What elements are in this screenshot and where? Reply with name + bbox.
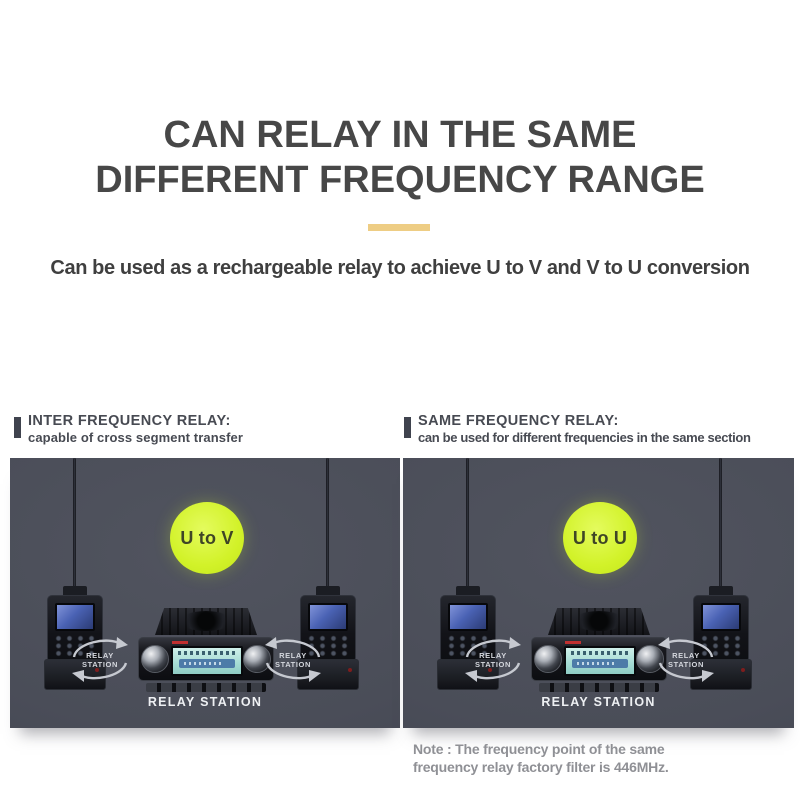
radio-vent (548, 608, 650, 635)
frequency-badge: U to V (170, 502, 244, 574)
note-line-1: Note : The frequency point of the same (413, 741, 665, 757)
relay-side-label-right: RELAY STATION (260, 634, 326, 686)
cycle-arrow-icon (658, 637, 714, 682)
radio-faceplate (531, 637, 667, 681)
radio-top-cap (63, 586, 87, 597)
radio-screen (701, 603, 741, 631)
mobile-relay-radio (138, 608, 274, 700)
side-label-line: STATION (667, 660, 704, 669)
mobile-relay-radio (531, 608, 667, 700)
radio-lcd (564, 646, 636, 676)
section-header-same-frequency: SAME FREQUENCY RELAY: can be used for di… (404, 414, 796, 445)
title-line-2: DIFFERENT FREQUENCY RANGE (95, 159, 705, 202)
relay-side-label-left: RELAY STATION (460, 634, 526, 686)
brand-mark (172, 641, 188, 644)
antenna (73, 458, 76, 596)
radio-battery (690, 659, 752, 690)
frequency-badge: U to U (563, 502, 637, 574)
subtitle-text: Can be used as a rechargeable relay to a… (50, 257, 750, 279)
radio-button-row (146, 683, 266, 692)
antenna (326, 458, 329, 596)
handheld-radio-left (437, 458, 499, 694)
lcd-text-row (178, 651, 236, 655)
section-heading: INTER FREQUENCY RELAY: (28, 413, 231, 429)
section-subheading: capable of cross segment transfer (28, 430, 243, 445)
page-title: CAN RELAY IN THE SAME DIFFERENT FREQUENC… (0, 113, 800, 203)
side-label-line: RELAY (672, 651, 700, 660)
side-label-line: STATION (474, 660, 511, 669)
radio-top-cap (709, 586, 733, 597)
radio-body (440, 595, 496, 661)
cycle-arrow-icon (72, 637, 128, 682)
relay-side-label-left: RELAY STATION (67, 634, 133, 686)
radio-keypad (446, 635, 490, 657)
volume-knob (534, 645, 562, 673)
side-label-line: STATION (81, 660, 118, 669)
cycle-arrow-icon (465, 637, 521, 682)
relay-station-caption: RELAY STATION (147, 695, 263, 709)
radio-screen (448, 603, 488, 631)
feature-panel-inter-frequency: U to V (10, 458, 400, 728)
radio-screen (55, 603, 95, 631)
channel-knob (636, 645, 664, 673)
section-subheading: can be used for different frequencies in… (418, 430, 751, 445)
radio-body (47, 595, 103, 661)
radio-battery (297, 659, 359, 690)
title-line-1: CAN RELAY IN THE SAME (163, 114, 637, 157)
antenna (466, 458, 469, 596)
cycle-arrow-icon (265, 637, 321, 682)
relay-side-label-right: RELAY STATION (653, 634, 719, 686)
radio-lcd (171, 646, 243, 676)
section-bullet-icon (14, 417, 21, 438)
feature-panel-same-frequency: U to U (403, 458, 794, 728)
lcd-text-row (571, 651, 629, 655)
radio-screen (308, 603, 348, 631)
note-text: Note : The frequency point of the same f… (413, 740, 783, 776)
radio-vent (155, 608, 257, 635)
note-line-2: frequency relay factory filter is 446MHz… (413, 759, 669, 775)
side-label-line: RELAY (86, 651, 114, 660)
lcd-frequency-bar (179, 659, 235, 668)
section-bullet-icon (404, 417, 411, 438)
radio-top-cap (456, 586, 480, 597)
radio-button-row (539, 683, 659, 692)
handheld-radio-right (690, 458, 752, 694)
side-label-line: STATION (274, 660, 311, 669)
relay-station-caption: RELAY STATION (541, 695, 656, 709)
volume-knob (141, 645, 169, 673)
side-label-line: RELAY (479, 651, 507, 660)
side-label-line: RELAY (279, 651, 307, 660)
section-header-inter-frequency: INTER FREQUENCY RELAY: capable of cross … (14, 414, 396, 445)
brand-mark (565, 641, 581, 644)
radio-keypad (53, 635, 97, 657)
title-accent-bar (368, 224, 430, 231)
radio-top-cap (316, 586, 340, 597)
antenna (719, 458, 722, 596)
channel-knob (243, 645, 271, 673)
section-heading: SAME FREQUENCY RELAY: (418, 413, 619, 429)
radio-faceplate (138, 637, 274, 681)
lcd-frequency-bar (572, 659, 628, 668)
